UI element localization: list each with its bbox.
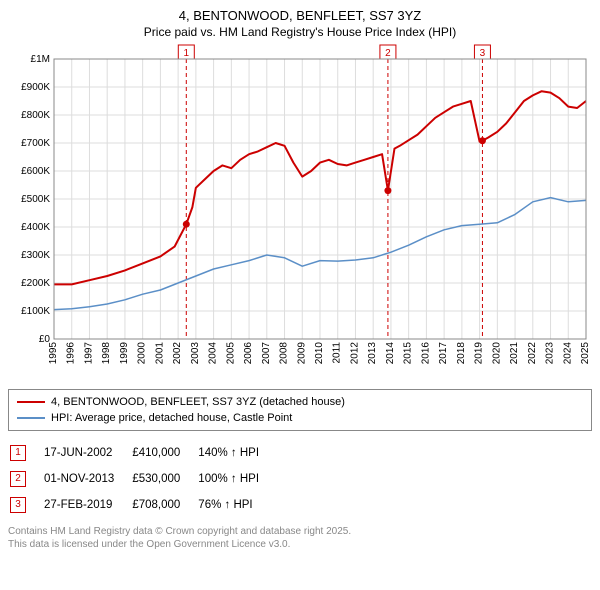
x-tick-label: 2023 [545,342,556,365]
x-tick-label: 2014 [385,342,396,365]
x-tick-label: 2021 [509,342,520,365]
legend: 4, BENTONWOOD, BENFLEET, SS7 3YZ (detach… [8,389,592,431]
event-row: 2 01-NOV-2013£530,000100% ↑ HPI [10,467,275,491]
event-marker-label: 2 [385,48,391,59]
x-tick-label: 2015 [403,342,414,365]
y-tick-label: £900K [21,82,50,93]
legend-label: 4, BENTONWOOD, BENFLEET, SS7 3YZ (detach… [51,396,345,408]
event-date: 27-FEB-2019 [44,493,130,517]
y-tick-label: £500K [21,194,50,205]
event-price: £410,000 [132,441,196,465]
x-tick-label: 2016 [420,342,431,365]
legend-label: HPI: Average price, detached house, Cast… [51,412,292,424]
chart-title-line2: Price paid vs. HM Land Registry's House … [8,25,592,39]
y-tick-label: £400K [21,222,50,233]
y-tick-label: £1M [31,54,50,65]
chart-title-line1: 4, BENTONWOOD, BENFLEET, SS7 3YZ [8,8,592,23]
y-tick-label: £200K [21,278,50,289]
event-row: 1 17-JUN-2002£410,000140% ↑ HPI [10,441,275,465]
event-row: 3 27-FEB-2019£708,00076% ↑ HPI [10,493,275,517]
legend-item: 4, BENTONWOOD, BENFLEET, SS7 3YZ (detach… [17,394,583,410]
event-delta: 140% ↑ HPI [198,441,275,465]
x-tick-label: 1998 [101,342,112,365]
y-tick-label: £100K [21,306,50,317]
event-marker-label: 1 [184,48,190,59]
x-tick-label: 2011 [332,342,343,364]
event-date: 01-NOV-2013 [44,467,130,491]
x-tick-label: 2005 [225,342,236,365]
y-tick-label: £600K [21,166,50,177]
x-tick-label: 2025 [580,342,591,365]
x-tick-label: 2013 [367,342,378,365]
x-tick-label: 1999 [119,342,130,365]
x-tick-label: 2019 [474,342,485,365]
event-delta: 100% ↑ HPI [198,467,275,491]
chart-svg: £0£100K£200K£300K£400K£500K£600K£700K£80… [8,43,592,383]
event-delta: 76% ↑ HPI [198,493,275,517]
legend-swatch [17,417,45,419]
x-tick-label: 1997 [83,342,94,365]
x-tick-label: 1996 [66,342,77,365]
x-tick-label: 2009 [296,342,307,365]
x-tick-label: 2002 [172,342,183,365]
x-tick-label: 2007 [261,342,272,365]
event-date: 17-JUN-2002 [44,441,130,465]
x-tick-label: 2008 [279,342,290,365]
y-tick-label: £800K [21,110,50,121]
event-marker-label: 3 [480,48,486,59]
x-tick-label: 2020 [491,342,502,365]
event-price: £708,000 [132,493,196,517]
x-tick-label: 2006 [243,342,254,365]
x-tick-label: 2004 [208,342,219,365]
x-tick-label: 2018 [456,342,467,365]
footer-line1: Contains HM Land Registry data © Crown c… [8,525,592,538]
chart-title-block: 4, BENTONWOOD, BENFLEET, SS7 3YZ Price p… [8,8,592,39]
chart-plot: £0£100K£200K£300K£400K£500K£600K£700K£80… [8,43,592,383]
x-tick-label: 2003 [190,342,201,365]
x-tick-label: 1995 [48,342,59,365]
event-row-marker: 2 [10,471,26,487]
x-tick-label: 2010 [314,342,325,365]
x-tick-label: 2024 [562,342,573,365]
events-table: 1 17-JUN-2002£410,000140% ↑ HPI 2 01-NOV-20… [8,439,277,519]
event-price: £530,000 [132,467,196,491]
x-tick-label: 2012 [349,342,360,365]
event-row-marker: 3 [10,497,26,513]
y-tick-label: £300K [21,250,50,261]
x-tick-label: 2022 [527,342,538,365]
x-tick-label: 2000 [137,342,148,365]
footer: Contains HM Land Registry data © Crown c… [8,525,592,551]
legend-item: HPI: Average price, detached house, Cast… [17,410,583,426]
x-tick-label: 2017 [438,342,449,365]
chart-container: 4, BENTONWOOD, BENFLEET, SS7 3YZ Price p… [0,0,600,555]
legend-swatch [17,401,45,403]
x-tick-label: 2001 [154,342,165,365]
y-tick-label: £700K [21,138,50,149]
event-row-marker: 1 [10,445,26,461]
footer-line2: This data is licensed under the Open Gov… [8,538,592,551]
